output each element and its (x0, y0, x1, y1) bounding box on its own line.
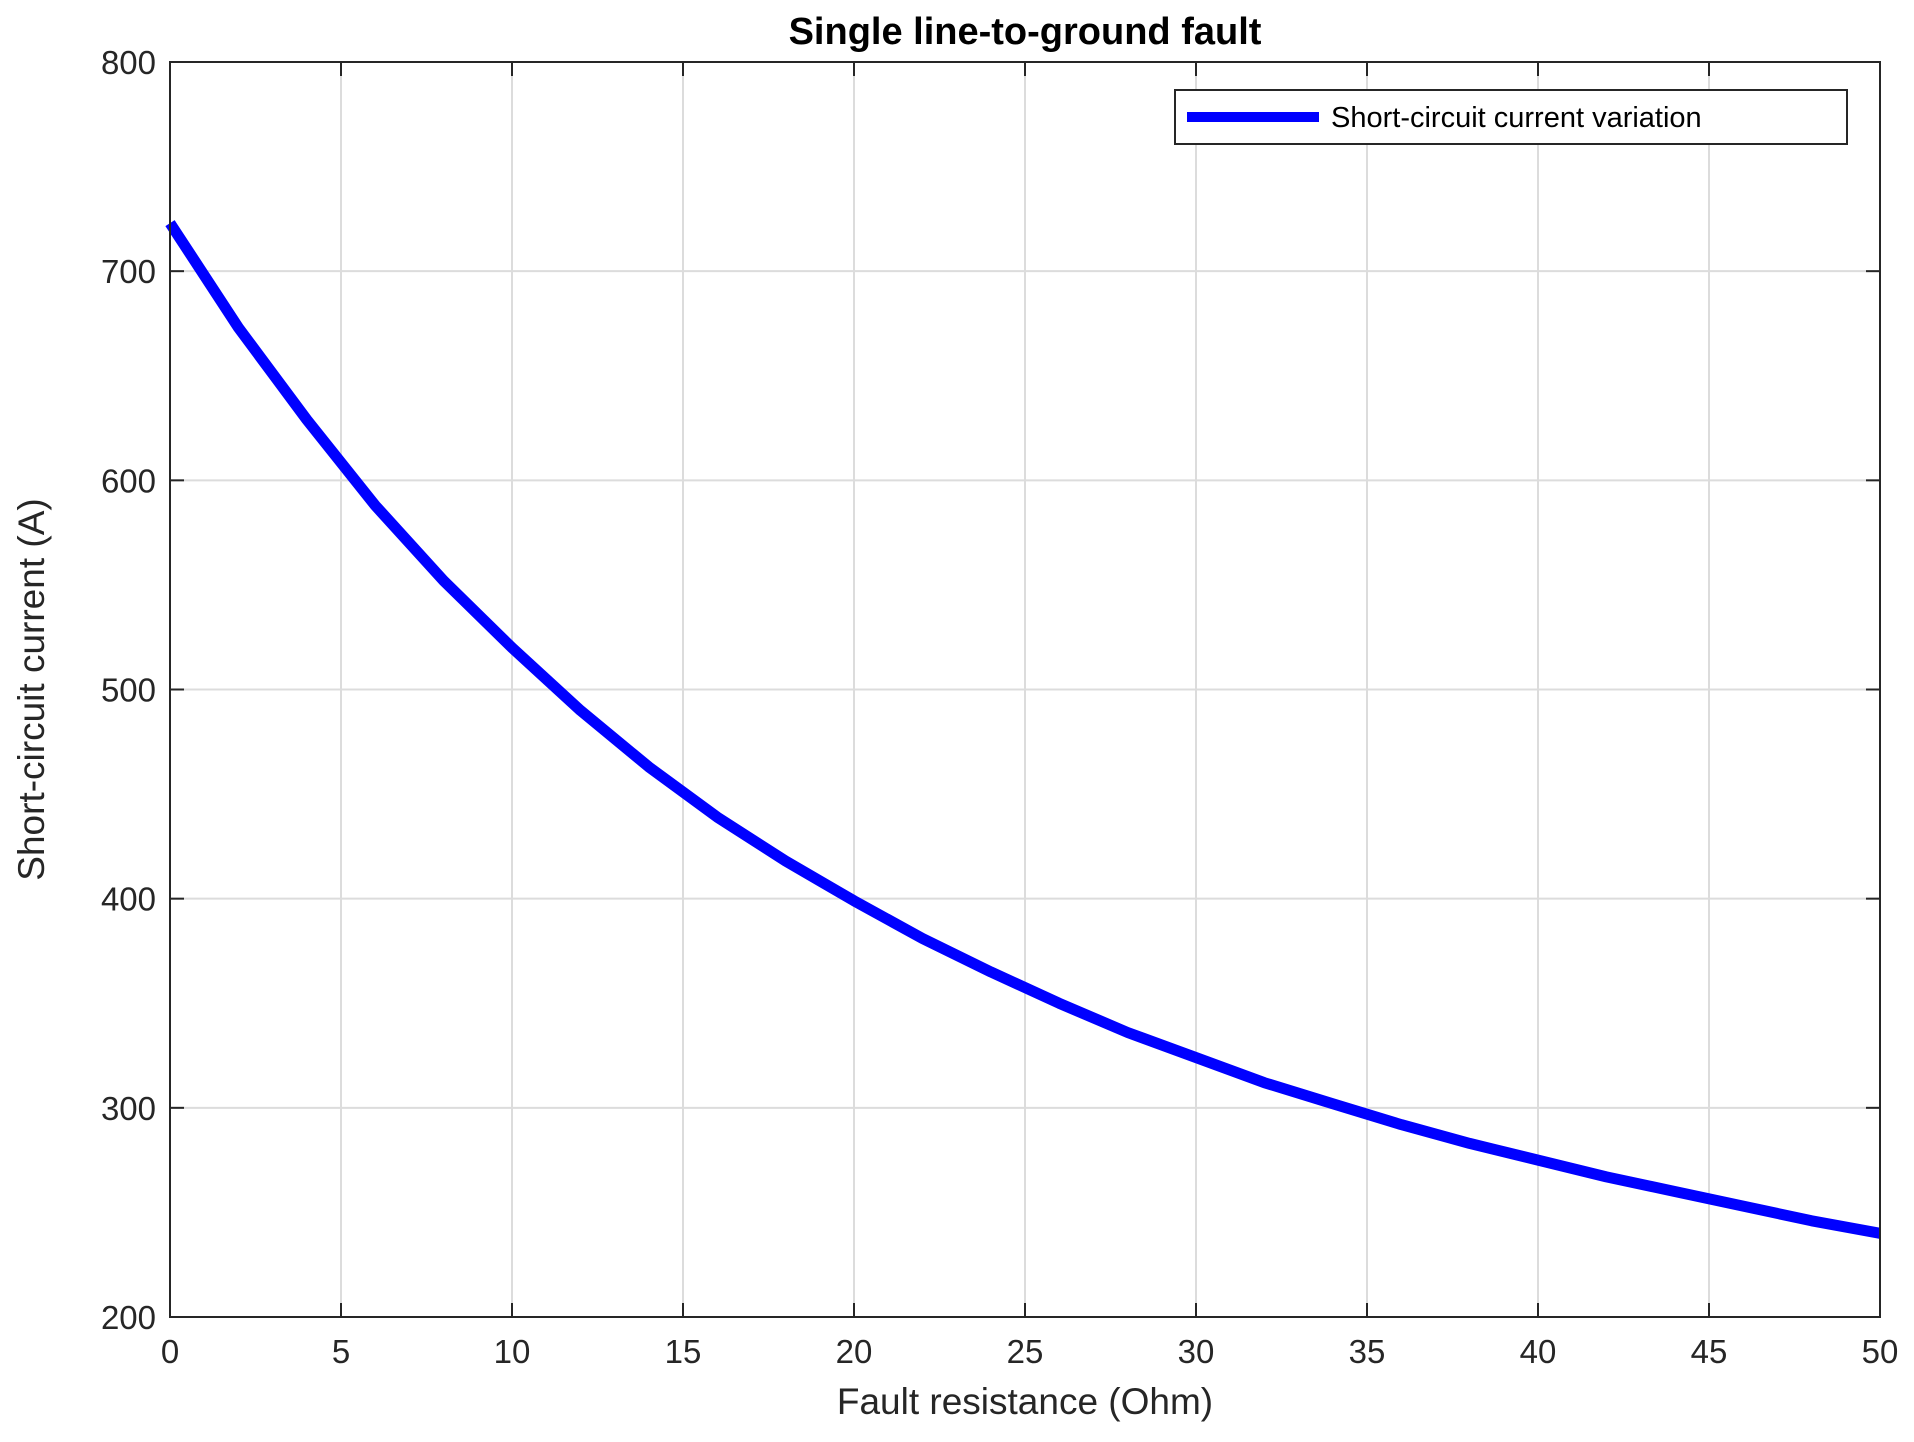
y-tick-label: 300 (101, 1090, 156, 1127)
x-tick-label: 45 (1691, 1333, 1728, 1370)
x-tick-label: 30 (1178, 1333, 1215, 1370)
legend-label: Short-circuit current variation (1331, 102, 1702, 134)
x-tick-label: 0 (161, 1333, 179, 1370)
series-line (165, 220, 1881, 1239)
x-tick-label: 5 (332, 1333, 350, 1370)
chart-title: Single line-to-ground fault (789, 11, 1262, 53)
x-tick-label: 25 (1007, 1333, 1044, 1370)
x-tick-label: 50 (1862, 1333, 1899, 1370)
x-tick-label: 35 (1349, 1333, 1386, 1370)
y-axis-label: Short-circuit current (A) (11, 498, 52, 880)
y-tick-label: 200 (101, 1299, 156, 1336)
y-tick-label: 700 (101, 253, 156, 290)
grid-lines (170, 62, 1880, 1317)
x-tick-label: 10 (494, 1333, 531, 1370)
y-tick-label: 800 (101, 44, 156, 81)
x-axis-label: Fault resistance (Ohm) (837, 1381, 1213, 1422)
y-tick-label: 500 (101, 672, 156, 709)
y-tick-label: 400 (101, 881, 156, 918)
y-tick-label: 600 (101, 462, 156, 499)
x-tick-label: 40 (1520, 1333, 1557, 1370)
x-tick-label: 15 (665, 1333, 702, 1370)
legend: Short-circuit current variation (1174, 89, 1848, 145)
axis-ticks: 0 5 10 15 20 25 30 35 40 45 50 200 300 400 500 600 700 80… (101, 44, 1898, 1370)
series-layer (165, 220, 1881, 1239)
x-tick-label: 20 (836, 1333, 873, 1370)
